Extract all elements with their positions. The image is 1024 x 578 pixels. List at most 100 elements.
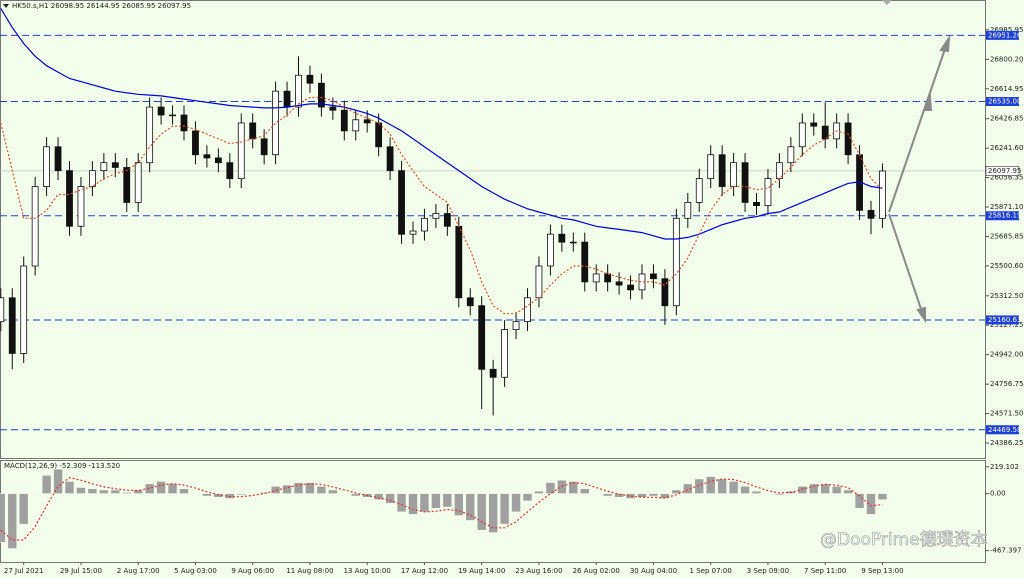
candle-body [123, 167, 131, 203]
candle-body [340, 109, 348, 132]
macd-bar [202, 493, 212, 497]
candle-body [672, 217, 680, 307]
macd-bar [557, 479, 567, 494]
macd-bar [270, 485, 281, 494]
y-tick-label: 26614.95 [990, 85, 1023, 93]
macd-bar [774, 493, 785, 496]
candle-body [203, 154, 211, 159]
arrow-head [939, 34, 951, 53]
candle-body [31, 186, 39, 267]
macd-bar [728, 481, 739, 494]
y-tick-label: 219.102 [990, 463, 1019, 471]
candle-body [569, 241, 577, 244]
candle-body [684, 202, 692, 219]
candle-body [192, 130, 199, 156]
candle-body [810, 122, 818, 127]
candle-body [134, 162, 142, 203]
candle-body [776, 162, 783, 179]
macd-bar [763, 493, 773, 495]
x-tick-label: 9 Aug 06:00 [231, 567, 274, 575]
macd-bar [625, 493, 636, 499]
candle-body [547, 233, 554, 267]
candle-body [20, 265, 28, 354]
macd-bar [247, 493, 258, 495]
macd-bar [465, 493, 476, 521]
y-tick-label: 26056.35 [990, 174, 1023, 182]
candle-body [8, 297, 16, 354]
macd-bar [843, 489, 853, 494]
y-tick-label: -467.397 [990, 547, 1021, 555]
x-tick-label: 26 Aug 02:00 [573, 567, 620, 575]
macd-bar [854, 493, 865, 509]
macd-bar [282, 484, 292, 494]
y-tick-label: 25127.25 [990, 321, 1023, 329]
level-label-box [986, 96, 1019, 106]
candle-body [604, 273, 612, 283]
menu-arrow[interactable] [3, 4, 9, 8]
candle-body [798, 122, 806, 148]
level-label-box [986, 425, 1019, 435]
candle-body [77, 186, 85, 227]
macd-bar [488, 493, 498, 533]
macd-signal [0, 477, 883, 541]
candle-body [661, 278, 669, 307]
candle-body [787, 146, 795, 164]
macd-bar [236, 493, 247, 496]
candle-body [421, 217, 428, 232]
candle-body [398, 170, 405, 235]
macd-bar [53, 468, 63, 494]
candle-body [650, 273, 657, 280]
candle-body [295, 74, 302, 108]
candle-body [409, 230, 417, 235]
candle-body [867, 209, 875, 219]
macd-bar [385, 493, 395, 504]
candle-body [695, 178, 703, 203]
macd-bar [522, 493, 533, 502]
level-label-box [986, 211, 1019, 221]
x-tick-label: 2 Aug 17:00 [117, 567, 160, 575]
projection-arrows [888, 34, 951, 324]
macd-bar [350, 493, 361, 497]
macd-bar [614, 493, 624, 498]
macd-bar [293, 482, 304, 494]
x-tick-label: 27 Jul 2021 [4, 567, 44, 575]
macd-bar [396, 493, 407, 513]
candle-body [478, 305, 486, 370]
macd-bar [156, 481, 166, 494]
macd-bar [339, 493, 350, 495]
x-tick-label: 11 Aug 08:00 [286, 567, 333, 575]
macd-bar [442, 493, 453, 508]
candle-body [466, 297, 474, 307]
macd-bar [0, 493, 6, 543]
candle-body [66, 170, 73, 227]
level-label: 25816.19 [988, 212, 1021, 220]
candle-body [730, 162, 737, 187]
y-tick-label: 24756.75 [990, 380, 1023, 388]
candle-body [581, 241, 589, 283]
candle-body [249, 122, 257, 140]
macd-bar [671, 489, 682, 494]
level-label: 25160.63 [988, 316, 1021, 324]
x-tick-label: 19 Aug 14:00 [458, 567, 505, 575]
macd-bar [808, 483, 819, 494]
macd-bar [179, 488, 189, 494]
down-arrow [888, 213, 923, 313]
candle-body [283, 90, 291, 108]
level-label-box [986, 315, 1019, 325]
macd-bar [877, 493, 888, 501]
candle-body [146, 106, 154, 164]
candle-body [214, 157, 222, 164]
candle-body [558, 233, 566, 243]
x-tick-label: 29 Jul 15:00 [60, 567, 102, 575]
macd-bar [7, 493, 18, 549]
candle-body [512, 321, 520, 330]
candle-body [329, 106, 337, 111]
macd-bar [259, 492, 269, 494]
macd-bar [740, 485, 750, 494]
macd-bar [591, 493, 602, 495]
candle-body [0, 297, 5, 323]
level-label-box [986, 30, 1019, 40]
y-tick-label: 24571.50 [990, 410, 1023, 418]
